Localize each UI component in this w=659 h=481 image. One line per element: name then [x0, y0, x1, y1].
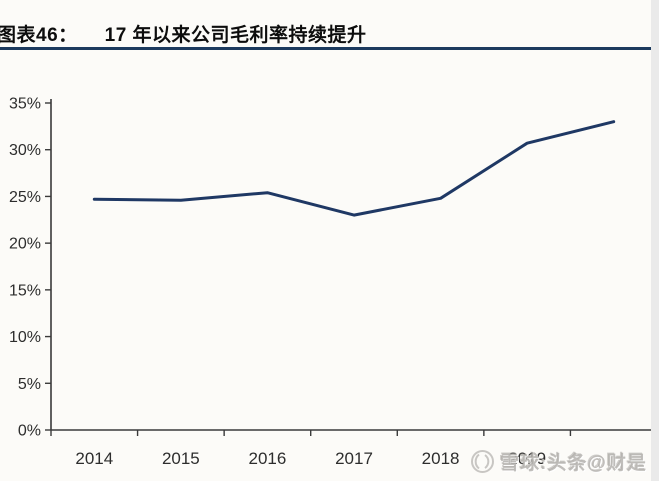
y-tick-label: 30%: [9, 142, 41, 159]
figure-caption: 图表46： 17 年以来公司毛利率持续提升: [0, 20, 659, 47]
y-tick-label: 0%: [18, 423, 41, 440]
x-tick-label: 2015: [162, 449, 200, 468]
x-tick-label: 2019: [508, 449, 546, 468]
x-tick-label: 2014: [75, 449, 113, 468]
y-tick-label: 35%: [9, 96, 41, 113]
x-tick-label: 2017: [335, 449, 373, 468]
image-right-edge-band: [651, 0, 659, 481]
y-tick-label: 10%: [9, 329, 41, 346]
watermark-text: 雪球:头条@财是: [500, 452, 647, 474]
xueqiu-snowball-logo: [470, 449, 495, 474]
caption-underline: [0, 47, 659, 50]
y-tick-label: 20%: [9, 236, 41, 253]
x-tick-label: 2018: [422, 449, 460, 468]
gross-margin-series-line: [92, 120, 616, 217]
x-tick-label: 2016: [249, 449, 287, 468]
figure-title: 17 年以来公司毛利率持续提升: [104, 25, 367, 46]
watermark: 雪球:头条@财是: [470, 445, 647, 477]
figure-number: 图表46：: [0, 25, 78, 46]
y-tick-label: 25%: [9, 189, 41, 206]
y-tick-label: 15%: [9, 282, 41, 299]
y-tick-label: 5%: [18, 376, 41, 393]
